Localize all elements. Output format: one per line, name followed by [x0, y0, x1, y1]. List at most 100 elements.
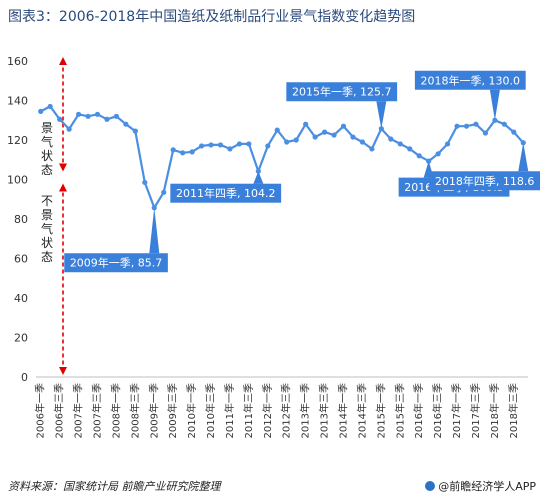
x-tick-label: 2016年一季	[412, 383, 425, 438]
upper-arrow-head	[59, 57, 67, 65]
callout-label: 2018年一季, 130.0	[421, 73, 520, 87]
data-point	[142, 179, 148, 186]
data-point	[435, 151, 441, 157]
data-point	[359, 139, 366, 145]
data-point	[416, 153, 422, 159]
x-tick-label: 2008年一季	[109, 383, 122, 438]
callout-box	[414, 70, 526, 90]
data-point	[208, 142, 214, 148]
y-tick-label: 80	[14, 213, 28, 226]
zone-label-char: 气	[41, 221, 53, 236]
callout-pointer	[253, 171, 264, 184]
data-point	[454, 123, 460, 129]
brand-text: @前瞻经济学人APP	[438, 480, 536, 493]
data-point	[511, 129, 517, 135]
data-point	[520, 140, 526, 146]
data-point	[227, 146, 233, 152]
callout-label: 2015年一季, 125.7	[292, 85, 391, 99]
x-tick-label: 2010年一季	[185, 383, 198, 438]
data-point	[104, 116, 110, 122]
callout-pointer	[489, 89, 500, 121]
callout: 2018年一季, 130.0	[414, 70, 526, 121]
callout-label: 2018年四季, 118.6	[435, 174, 534, 188]
data-point	[161, 189, 167, 195]
data-point	[236, 141, 243, 147]
data-point	[265, 143, 271, 149]
data-point	[255, 168, 261, 174]
data-point	[350, 134, 356, 140]
data-point	[482, 130, 489, 136]
data-point	[246, 141, 252, 147]
callout-label: 2011年四季, 104.2	[176, 186, 275, 200]
data-point	[444, 141, 451, 147]
data-point	[312, 134, 318, 140]
callouts: 2009年一季, 85.7 2011年四季, 104.2 2015年一季, 125.…	[64, 70, 540, 273]
chart-title: 图表3：2006-2018年中国造纸及纸制品行业景气指数变化趋势图	[8, 9, 416, 25]
data-point	[189, 149, 195, 155]
axes: 0 20 40 60 80 100 120 140 160 2006年一季 2006年三季 2007年…	[7, 55, 528, 438]
x-tick-label: 2013年一季	[299, 383, 312, 438]
data-point	[303, 121, 309, 127]
x-tick-label: 2006年三季	[53, 383, 66, 438]
callout-box	[286, 82, 398, 102]
x-tick-label: 2011年三季	[242, 383, 255, 438]
x-tick-label: 2009年三季	[166, 383, 179, 438]
x-tick-label: 2015年三季	[393, 383, 406, 438]
y-tick-label: 140	[7, 95, 28, 108]
lower-arrow-head-up	[59, 183, 67, 192]
x-tick-label: 2012年三季	[280, 383, 293, 438]
data-point	[198, 143, 205, 149]
zone-label-char: 景	[41, 121, 53, 135]
callout-box	[170, 183, 282, 203]
x-tick-label: 2007年三季	[91, 383, 104, 438]
series-line	[40, 105, 525, 209]
callout-box	[64, 253, 168, 273]
data-point	[217, 142, 224, 148]
callout: 2009年一季, 85.7	[64, 207, 168, 273]
data-point	[388, 136, 394, 142]
data-point	[47, 103, 53, 110]
callout-box	[429, 171, 540, 191]
x-tick-label: 2013年三季	[318, 383, 331, 438]
data-point	[284, 139, 290, 145]
zone-label-char: 不	[41, 194, 53, 208]
callout: 2018年四季, 118.6	[429, 142, 540, 191]
data-point	[132, 128, 138, 134]
x-tick-label: 2012年一季	[261, 383, 274, 438]
data-point	[293, 137, 299, 143]
brand-logo-icon	[425, 481, 436, 491]
series	[38, 103, 526, 211]
zone-label-char: 态	[41, 250, 53, 264]
data-point	[274, 127, 280, 133]
x-tick-label: 2014年三季	[355, 383, 368, 438]
data-point	[180, 150, 186, 156]
data-point	[123, 121, 129, 127]
x-tick-label: 2018年一季	[488, 383, 501, 438]
data-point	[463, 123, 470, 129]
data-point	[501, 121, 507, 127]
callout-pointer	[376, 101, 387, 129]
zone-label-char: 状	[41, 149, 53, 163]
x-tick-label: 2009年一季	[147, 383, 160, 438]
data-point	[340, 123, 347, 129]
data-point	[407, 146, 413, 152]
x-tick-label: 2014年一季	[337, 383, 350, 438]
upper-arrow-head-down	[59, 163, 67, 172]
data-point	[85, 113, 91, 119]
x-tick-label: 2017年三季	[469, 383, 482, 438]
data-point	[94, 111, 101, 117]
callout: 2015年一季, 125.7	[286, 82, 398, 129]
data-point	[331, 132, 337, 138]
x-tick-label: 2007年一季	[72, 383, 85, 438]
x-tick-label: 2006年一季	[34, 383, 47, 438]
x-tick-label: 2015年一季	[374, 383, 387, 438]
data-point	[66, 126, 72, 132]
x-tick-label: 2011年一季	[223, 383, 236, 438]
data-point	[473, 121, 479, 127]
zone-label-char: 态	[41, 163, 53, 177]
source-note: 资料来源：国家统计局 前瞻产业研究院整理	[8, 480, 221, 493]
y-tick-label: 120	[7, 134, 28, 147]
